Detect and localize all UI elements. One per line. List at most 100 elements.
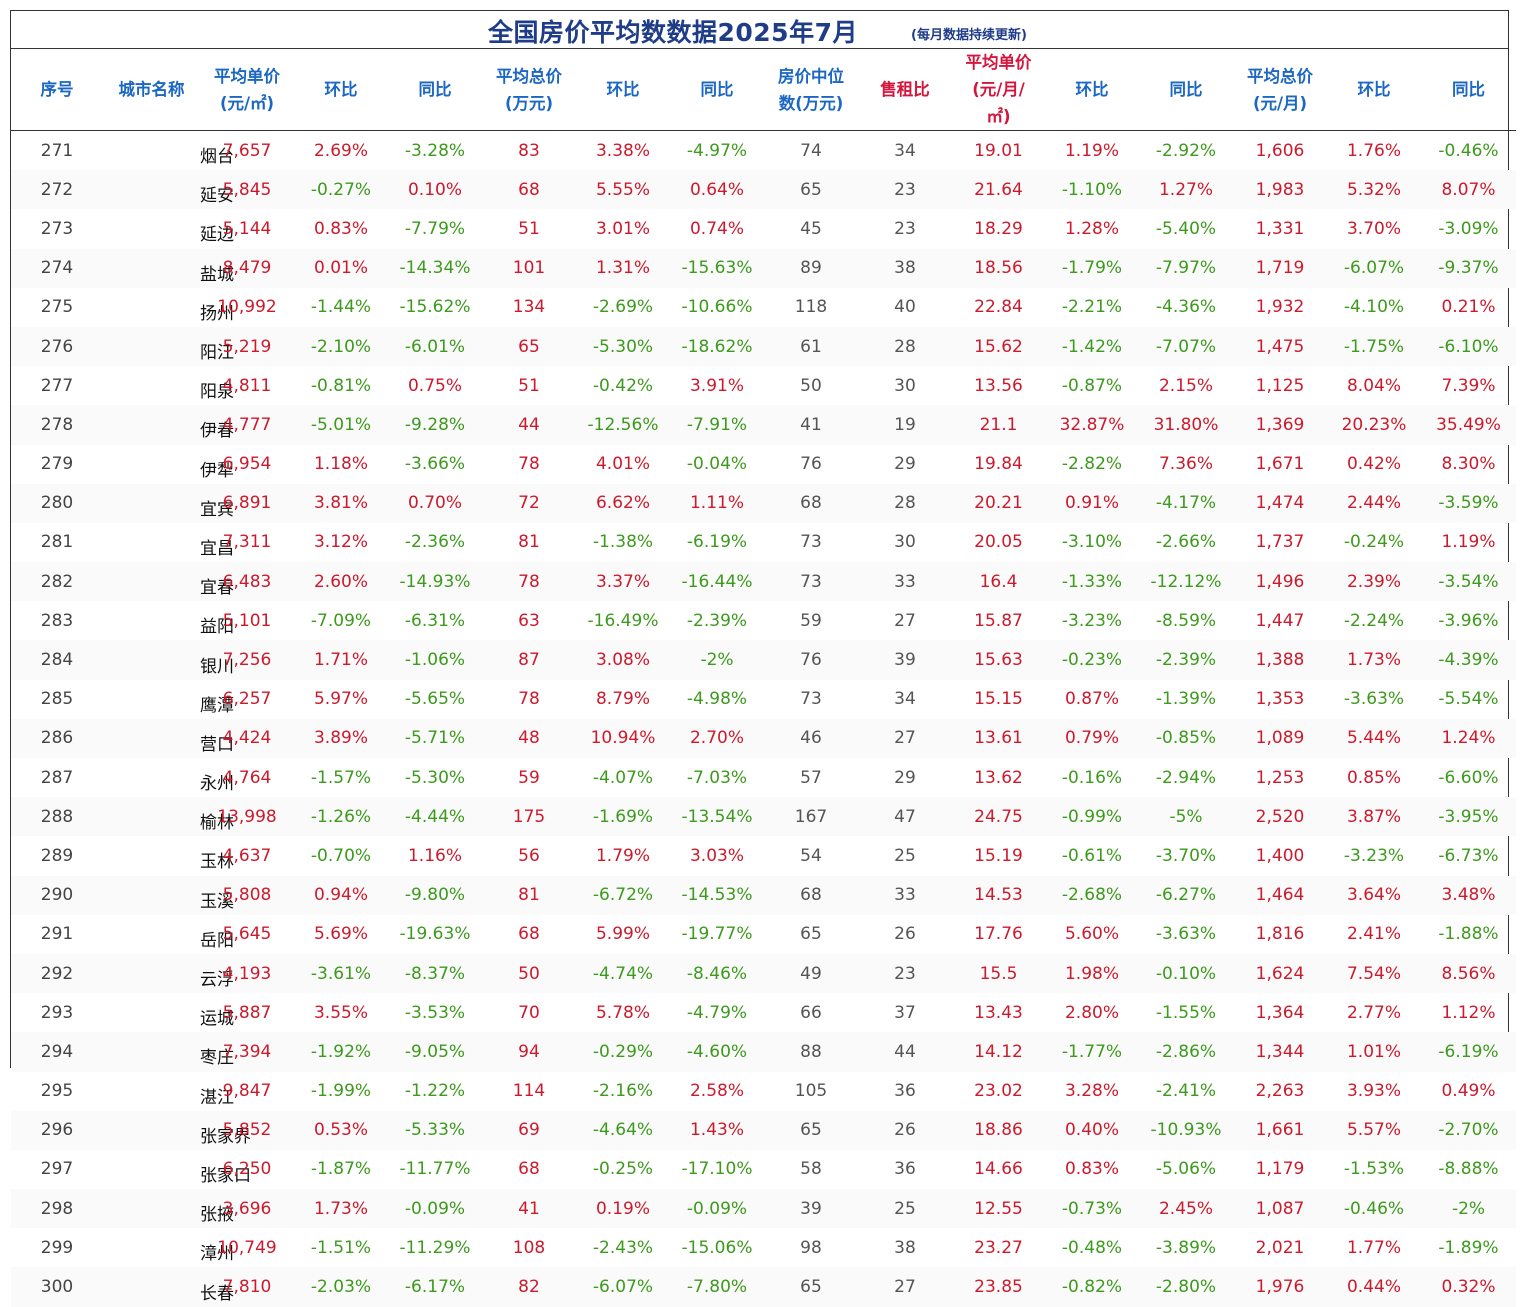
rent-total-price-cell: 1,496 <box>1233 562 1327 602</box>
median-price-cell: 74 <box>800 140 822 161</box>
row-index-cell: 283 <box>40 610 74 631</box>
median-price-cell: 65 <box>764 170 858 210</box>
total-price-yoy-cell: -6.19% <box>686 532 748 553</box>
unit-price-mom-cell: 5.69% <box>313 924 368 945</box>
unit-price-yoy-cell: 1.16% <box>407 845 462 866</box>
total-price-mom-cell: 3.01% <box>595 218 650 239</box>
avg-unit-price-cell: 7,394 <box>200 1032 294 1072</box>
column-header-line: (元/㎡) <box>219 93 275 113</box>
price-rent-ratio-cell: 30 <box>894 375 916 396</box>
page-title: 全国房价平均数数据2025年7月 <box>488 18 858 47</box>
rent-unit-price-cell: 21.1 <box>952 405 1045 445</box>
total-price-yoy-cell: -18.62% <box>670 326 764 367</box>
total-price-yoy-cell: -0.09% <box>670 1189 764 1229</box>
table-row: 275 扬州 10,992 -1.44% -15.62% 134 -2.69% -10.66%… <box>11 288 1516 327</box>
rent-unit-mom-cell: 2.80% <box>1064 1002 1119 1023</box>
total-price-yoy-cell: -17.10% <box>681 1159 753 1180</box>
price-rent-ratio-cell: 33 <box>858 562 952 602</box>
city-name-cell: 湛江 <box>200 1087 234 1108</box>
row-index-cell: 291 <box>40 924 74 945</box>
median-price-cell: 57 <box>800 767 822 788</box>
rent-unit-mom-cell: -3.10% <box>1061 532 1123 553</box>
table-row: 277 阳泉 4,811 -0.81% 0.75% 51 -0.42% 3.91% 50 30 13… <box>11 366 1516 405</box>
median-price-cell: 65 <box>800 924 822 945</box>
rent-total-price-cell: 1,932 <box>1255 297 1305 318</box>
unit-price-yoy-cell: -14.34% <box>388 248 482 288</box>
rent-total-mom-cell: 3.87% <box>1327 797 1421 837</box>
row-index-cell: 281 <box>40 532 74 553</box>
avg-unit-price-cell: 7,311 <box>222 532 272 553</box>
median-price-cell: 73 <box>800 689 822 710</box>
unit-price-yoy-cell: -15.62% <box>399 297 471 318</box>
total-price-yoy-cell: -13.54% <box>670 797 764 837</box>
avg-total-price-cell: 51 <box>518 375 540 396</box>
total-price-yoy-cell: -19.77% <box>681 924 753 945</box>
total-price-mom-cell: 5.99% <box>595 924 650 945</box>
rent-unit-mom-cell: 1.28% <box>1064 218 1119 239</box>
table-row: 300 长春 7,810 -2.03% -6.17% 82 -6.07% -7.80% 65 27… <box>11 1267 1516 1307</box>
rent-total-yoy-cell: -9.37% <box>1421 248 1516 288</box>
avg-unit-price-cell: 8,479 <box>200 248 294 288</box>
median-price-cell: 76 <box>764 640 858 680</box>
rent-unit-price-cell: 22.84 <box>974 297 1023 318</box>
rent-unit-yoy-cell: -8.59% <box>1155 610 1217 631</box>
total-price-mom-cell: -12.56% <box>576 405 670 445</box>
unit-price-mom-cell: 3.12% <box>313 532 368 553</box>
total-price-yoy-cell: -7.80% <box>670 1267 764 1307</box>
column-header-line: 平均总价 <box>496 66 562 86</box>
avg-unit-price-cell: 5,645 <box>222 924 272 945</box>
rent-total-mom-cell: 2.77% <box>1346 1002 1401 1023</box>
rent-unit-mom-cell: 0.40% <box>1045 1110 1139 1150</box>
column-header-line: 同比 <box>418 80 452 99</box>
rent-unit-price-cell: 13.61 <box>952 718 1045 758</box>
city-name-cell: 鹰潭 <box>200 695 234 716</box>
table-row: 272 延安 5,845 -0.27% 0.10% 68 5.55% 0.64% 65 23 21.… <box>11 170 1516 210</box>
rent-unit-yoy-cell: -0.85% <box>1139 718 1233 758</box>
rent-total-mom-cell: 7.54% <box>1327 953 1421 994</box>
rent-total-price-cell: 1,353 <box>1255 689 1305 710</box>
total-price-yoy-cell: -16.44% <box>670 562 764 602</box>
total-price-mom-cell: 8.79% <box>595 689 650 710</box>
column-header-line: 数(万元) <box>778 93 844 113</box>
rent-unit-yoy-cell: 7.36% <box>1158 454 1213 475</box>
rent-unit-mom-cell: -0.73% <box>1045 1189 1139 1229</box>
column-header-line: (元/月) <box>1252 93 1308 113</box>
unit-price-mom-cell: -0.70% <box>310 845 372 866</box>
unit-price-yoy-cell: -5.30% <box>404 767 466 788</box>
avg-total-price-cell: 68 <box>518 924 540 945</box>
rent-unit-yoy-cell: -4.17% <box>1139 483 1233 523</box>
row-index-cell: 274 <box>11 248 103 288</box>
total-price-yoy-cell: -2% <box>670 640 764 680</box>
price-rent-ratio-cell: 36 <box>894 1159 916 1180</box>
rent-total-yoy-cell: -6.19% <box>1421 1032 1516 1072</box>
rent-unit-mom-cell: 0.87% <box>1064 689 1119 710</box>
price-rent-ratio-cell: 29 <box>894 767 916 788</box>
avg-total-price-cell: 69 <box>482 1110 576 1150</box>
unit-price-yoy-cell: -6.17% <box>388 1267 482 1307</box>
rent-total-mom-cell: 5.57% <box>1327 1110 1421 1150</box>
unit-price-yoy-cell: -11.29% <box>399 1237 471 1258</box>
rent-unit-mom-cell: -2.82% <box>1061 454 1123 475</box>
rent-unit-yoy-cell: -3.63% <box>1155 924 1217 945</box>
total-price-yoy-cell: 1.11% <box>670 483 764 523</box>
rent-total-yoy-cell: -6.73% <box>1438 845 1499 866</box>
unit-price-yoy-cell: -14.93% <box>388 562 482 602</box>
median-price-cell: 46 <box>764 718 858 758</box>
price-rent-ratio-cell: 27 <box>858 718 952 758</box>
column-header-line: 环比 <box>1075 80 1109 99</box>
avg-unit-price-cell: 5,101 <box>222 610 272 631</box>
price-rent-ratio-cell: 38 <box>858 248 952 288</box>
rent-total-yoy-cell: 0.49% <box>1441 1081 1496 1102</box>
rent-unit-price-cell: 13.56 <box>974 375 1023 396</box>
rent-unit-price-cell: 15.87 <box>974 610 1023 631</box>
rent-unit-mom-cell: -0.82% <box>1045 1267 1139 1307</box>
rent-total-price-cell: 1,737 <box>1255 532 1305 553</box>
price-rent-ratio-cell: 39 <box>858 640 952 680</box>
rent-total-price-cell: 1,179 <box>1255 1159 1305 1180</box>
price-rent-ratio-cell: 23 <box>894 218 916 239</box>
median-price-cell: 76 <box>800 454 822 475</box>
total-price-yoy-cell: -8.46% <box>670 953 764 994</box>
column-header: 售租比 <box>858 49 952 131</box>
rent-total-price-cell: 1,661 <box>1233 1110 1327 1150</box>
city-name-cell: 益阳 <box>200 617 234 638</box>
